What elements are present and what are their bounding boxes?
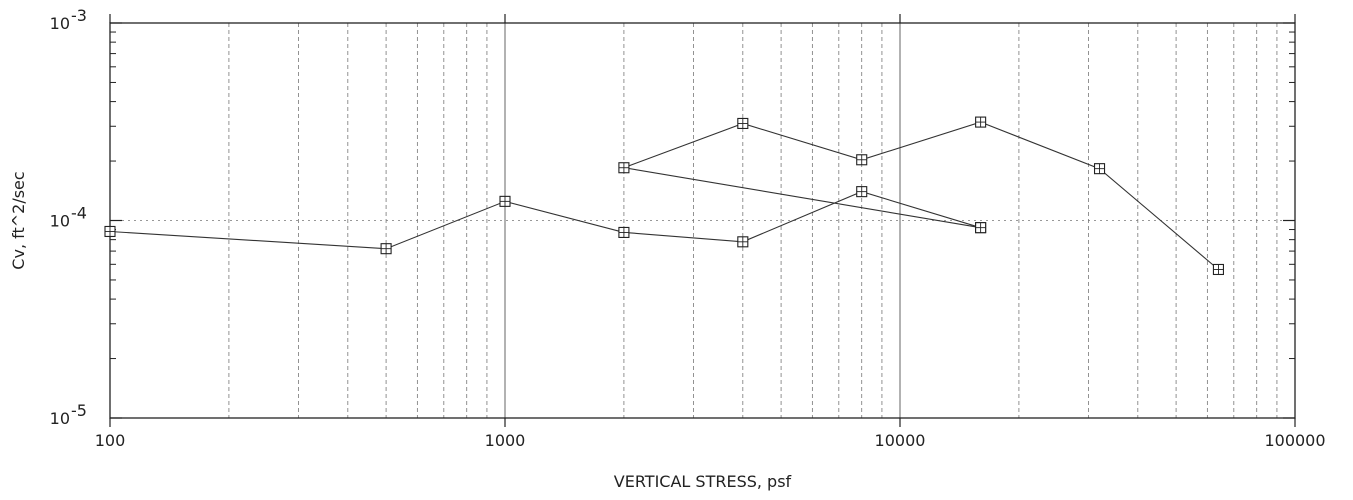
data-point-marker [1212,263,1224,276]
series-line [109,191,981,250]
x-tick-label: 100 [95,431,126,450]
y-tick-label-exponent: -5 [71,401,87,420]
x-axis-title: VERTICAL STRESS, psf [614,472,792,491]
y-tick-label: 10 [50,14,70,33]
data-point-marker [737,117,749,130]
tick-marks [109,14,1296,427]
data-point-marker [104,225,116,238]
data-point-marker [856,186,868,198]
x-tick-label: 10000 [875,431,926,450]
grid [110,23,1295,418]
data-point-marker [499,195,511,207]
y-tick-label-exponent: -3 [71,6,87,25]
data-point-marker [1093,163,1106,175]
y-axis-title: Cv, ft^2/sec [9,171,28,269]
series-layer [104,116,1224,276]
data-point-marker [737,236,749,248]
plot-frame [109,22,1296,419]
data-point-marker [856,154,868,166]
x-tick-label: 1000 [485,431,526,450]
data-point-marker [618,226,630,238]
x-tick-label: 100000 [1264,431,1325,450]
y-tick-label-exponent: -4 [71,204,87,223]
y-tick-label: 10 [50,212,70,231]
series-line [621,121,1219,270]
data-point-marker [618,162,630,174]
data-point-marker [975,222,987,234]
data-point-marker [975,116,987,128]
y-tick-label: 10 [50,409,70,428]
data-point-marker [380,243,392,255]
